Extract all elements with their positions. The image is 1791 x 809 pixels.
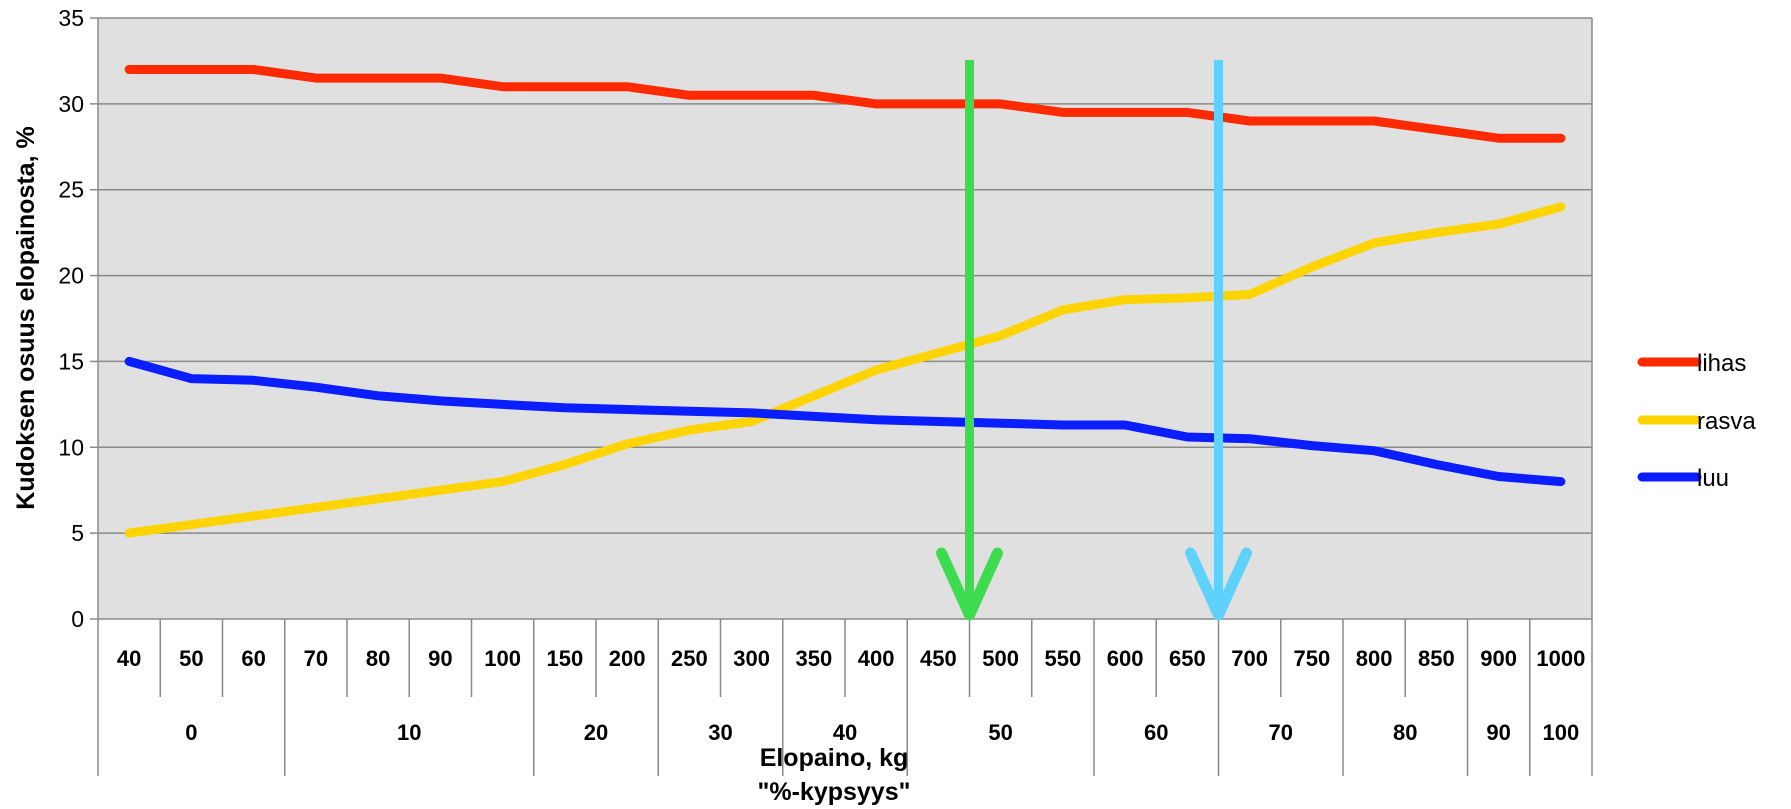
legend-label-luu: luu xyxy=(1697,465,1729,492)
legend-label-rasva: rasva xyxy=(1697,408,1756,435)
x-tick-label: 400 xyxy=(858,646,895,671)
legend: lihas rasva luu xyxy=(1637,350,1756,492)
y-tick-label: 20 xyxy=(58,263,84,289)
x-group-label: 20 xyxy=(584,720,608,745)
x-group-label: 100 xyxy=(1543,720,1580,745)
y-tick-labels: 0 5 10 15 20 25 30 35 xyxy=(58,5,84,632)
x-tick-label: 40 xyxy=(117,646,141,671)
x-tick-label: 80 xyxy=(366,646,390,671)
x-tick-label: 350 xyxy=(796,646,833,671)
x-group-label: 50 xyxy=(988,720,1012,745)
x-tick-label: 100 xyxy=(484,646,521,671)
x-tick-label: 550 xyxy=(1045,646,1082,671)
x-tick-label: 150 xyxy=(547,646,584,671)
series-line-lihas xyxy=(124,65,1566,143)
y-tick-label: 25 xyxy=(58,177,84,203)
arrow-head xyxy=(936,547,1003,621)
y-tick-label: 10 xyxy=(58,434,84,460)
series-line-luu xyxy=(124,356,1566,487)
x-tick-label: 450 xyxy=(920,646,957,671)
x-tick-label: 650 xyxy=(1169,646,1206,671)
x-group-label: 70 xyxy=(1269,720,1293,745)
x-tick-label: 200 xyxy=(609,646,646,671)
x-tick-label: 250 xyxy=(671,646,708,671)
x-group-label: 0 xyxy=(185,720,197,745)
x-tick-label: 850 xyxy=(1418,646,1455,671)
x-group-label: 40 xyxy=(833,720,857,745)
arrow-700 xyxy=(1185,60,1252,621)
arrows xyxy=(936,60,1252,621)
x-tick-label: 600 xyxy=(1107,646,1144,671)
x-tick-label: 300 xyxy=(733,646,770,671)
x-tick-label: 90 xyxy=(428,646,452,671)
y-axis-title: Kudoksen osuus elopainosta, % xyxy=(12,126,40,509)
y-tick-label: 5 xyxy=(71,520,84,546)
x-axis-title: Elopaino, kg xyxy=(760,744,909,772)
arrow-head xyxy=(1185,547,1252,621)
series-lines xyxy=(124,65,1566,538)
x-axis: 40 50 60 70 80 90 100 150 200 250 300 350 400 450 500 5… xyxy=(97,619,1593,776)
y-tick-label: 0 xyxy=(71,606,84,632)
x-axis-subtitle: "%-kypsyys" xyxy=(758,778,911,806)
x-tick-label: 70 xyxy=(304,646,328,671)
y-tick-label: 35 xyxy=(58,5,84,31)
x-tick-label: 1000 xyxy=(1536,646,1585,671)
y-tick-label: 15 xyxy=(58,348,84,374)
y-tick-label: 30 xyxy=(58,91,84,117)
legend-label-lihas: lihas xyxy=(1697,350,1746,377)
series-line-rasva xyxy=(124,202,1566,538)
x-tick-label: 60 xyxy=(241,646,265,671)
x-tick-label: 750 xyxy=(1294,646,1331,671)
x-group-label: 90 xyxy=(1486,720,1510,745)
x-tick-label: 50 xyxy=(179,646,203,671)
x-tick-label: 900 xyxy=(1480,646,1517,671)
x-group-label: 10 xyxy=(397,720,421,745)
x-tick-label: 700 xyxy=(1231,646,1268,671)
x-group-label: 60 xyxy=(1144,720,1168,745)
x-group-label: 30 xyxy=(708,720,732,745)
x-tick-label: 500 xyxy=(982,646,1019,671)
x-tick-label: 800 xyxy=(1356,646,1393,671)
x-group-label: 80 xyxy=(1393,720,1417,745)
plot-area xyxy=(98,18,1592,619)
arrow-500 xyxy=(936,60,1003,621)
